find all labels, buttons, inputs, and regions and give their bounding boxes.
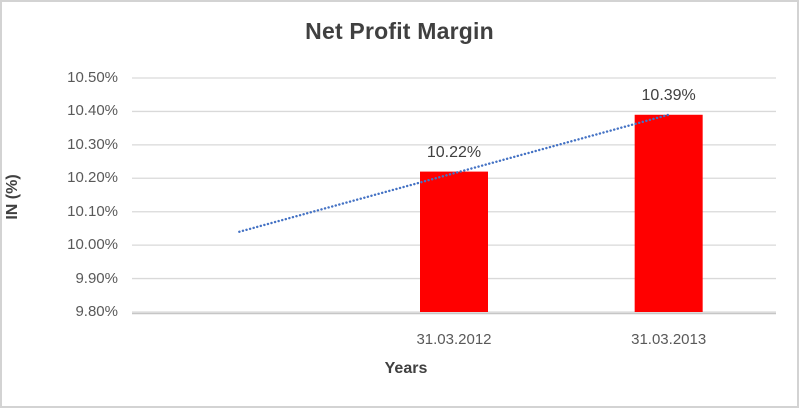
y-axis-tick-label: 10.40% — [67, 102, 118, 120]
y-axis-tick-label: 9.80% — [75, 303, 118, 320]
y-axis-tick-label: 9.90% — [75, 269, 118, 287]
y-axis-tick-label: 10.30% — [67, 135, 118, 153]
chart-title: Net Profit Margin — [305, 18, 494, 44]
x-axis-category-label: 31.03.2012 — [416, 331, 492, 348]
bar-31.03.2012 — [420, 171, 488, 312]
bar-31.03.2013 — [634, 114, 703, 313]
y-axis-title: IN (%) — [4, 174, 21, 220]
x-axis-title: Years — [384, 360, 428, 377]
y-axis-tick-label: 10.10% — [67, 202, 118, 220]
y-axis-tick-label: 10.50% — [67, 69, 118, 86]
y-axis-tick-label: 10.00% — [67, 236, 118, 254]
bar-data-label: 10.22% — [426, 143, 482, 161]
y-axis-tick-label: 10.20% — [67, 169, 118, 187]
x-axis-category-label: 31.03.2013 — [631, 331, 707, 348]
bar-data-label: 10.39% — [641, 86, 696, 104]
trendline — [238, 113, 670, 233]
